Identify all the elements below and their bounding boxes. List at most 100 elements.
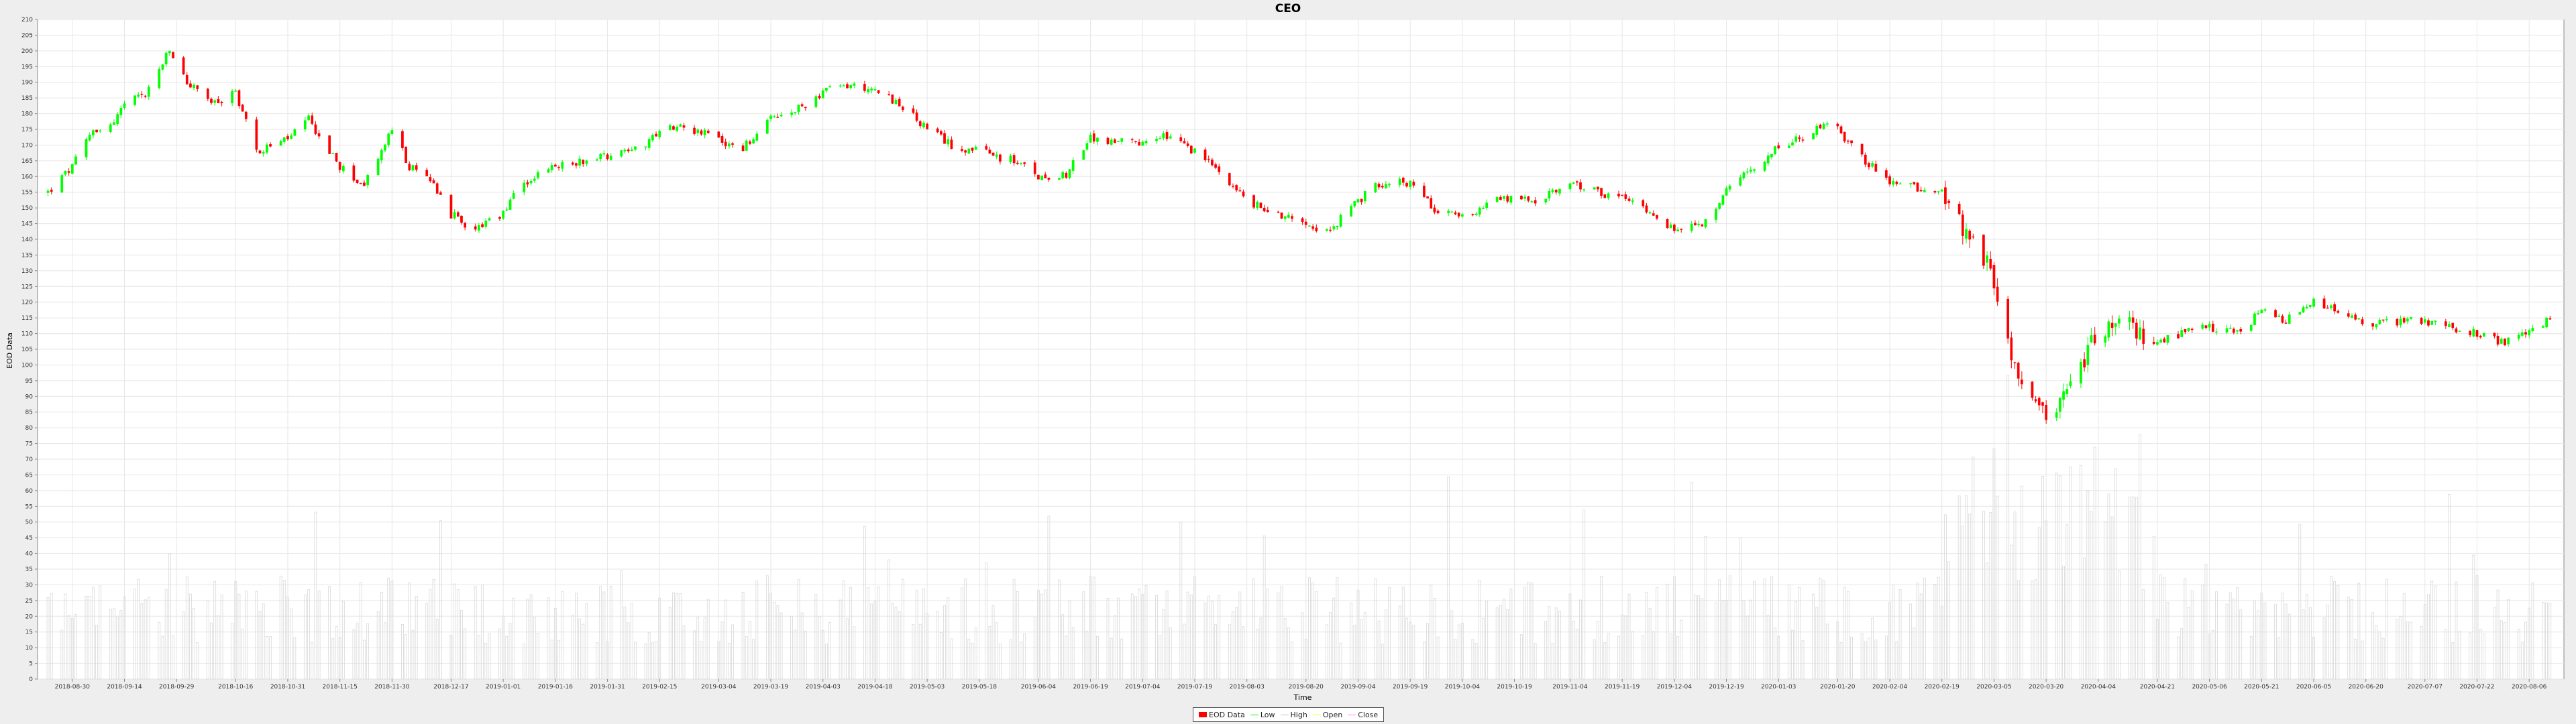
candle-body [213, 100, 217, 103]
volume-bar [1597, 621, 1599, 680]
candle-body [814, 96, 818, 107]
legend-label: Open [1322, 710, 1343, 719]
candle-body [1193, 148, 1196, 153]
volume-bar [2263, 602, 2267, 680]
volume-bar [1203, 602, 1207, 680]
y-tick-label: 175 [21, 127, 33, 133]
candle-body [1009, 156, 1012, 162]
volume-bar [1868, 638, 1870, 680]
volume-bar [1554, 607, 1558, 680]
volume-bar [314, 511, 317, 680]
volume-bar [415, 596, 418, 680]
volume-bar [255, 591, 258, 680]
volume-bar [1339, 642, 1342, 680]
volume-bar [1291, 641, 1293, 680]
candle-body [1673, 225, 1676, 231]
candle-body [2163, 339, 2166, 343]
volume-bar [328, 586, 331, 680]
volume-bar [950, 638, 953, 680]
candle-body [728, 143, 731, 147]
x-tick-label: 2019-04-18 [857, 684, 893, 690]
candle-body [526, 182, 529, 185]
volume-bar [1162, 609, 1165, 680]
volume-bar [161, 636, 164, 680]
candle-body [2284, 322, 2288, 324]
candle-body [1037, 174, 1040, 180]
candle-body [523, 182, 526, 192]
candle-body [2257, 312, 2259, 314]
candle-body [1690, 223, 1693, 231]
candle-body [825, 87, 828, 91]
candle-body [1218, 166, 1221, 172]
candle-body [67, 171, 70, 173]
candle-body [2312, 298, 2315, 307]
candle-body [1065, 172, 1068, 178]
volume-bar [1603, 642, 1607, 680]
volume-bar [2232, 598, 2235, 680]
volume-bar [1189, 594, 1193, 680]
volume-bar [1801, 640, 1805, 680]
candle-body [582, 160, 585, 164]
volume-bar [2434, 585, 2437, 680]
volume-bar [1961, 526, 1964, 680]
candle-body [2208, 324, 2211, 328]
candle-body [314, 124, 317, 134]
candle-body [1329, 229, 1332, 231]
candle-body [1398, 178, 1401, 185]
volume-bar [2308, 607, 2312, 680]
candle-body [2472, 328, 2475, 337]
volume-bar [429, 589, 432, 680]
volume-bar [1509, 589, 1513, 680]
candle-body [1388, 184, 1391, 186]
candle-body [1374, 182, 1377, 192]
y-tick-label: 95 [25, 378, 33, 385]
volume-bar [599, 586, 602, 680]
volume-bar [505, 636, 508, 680]
volume-bar [387, 577, 390, 680]
volume-bar [341, 601, 345, 680]
volume-bar [1652, 631, 1655, 680]
candle-body [498, 217, 501, 219]
volume-bar [2107, 493, 2110, 680]
candle-body [1791, 142, 1794, 146]
candle-body [1597, 186, 1599, 190]
candle-body [606, 154, 609, 160]
volume-bar [867, 587, 869, 680]
candle-body [2434, 320, 2437, 322]
volume-bar [1986, 562, 1988, 680]
volume-bar [1742, 600, 1746, 680]
volume-bar [2385, 579, 2388, 680]
candle-body [1447, 210, 1450, 213]
volume-bar [1787, 585, 1790, 680]
volume-bar [2065, 524, 2069, 680]
volume-bar [2430, 581, 2434, 680]
candle-body [755, 133, 759, 141]
volume-bar [1058, 579, 1061, 680]
candle-body [2236, 330, 2239, 332]
candle-body [703, 129, 706, 135]
candle-body [460, 215, 463, 223]
volume-bar [2361, 640, 2364, 680]
candle-body [1868, 163, 1870, 168]
y-tick-label: 165 [21, 158, 33, 165]
legend-label: High [1290, 710, 1307, 719]
y-tick-label: 180 [21, 111, 33, 118]
volume-bar [1947, 561, 1951, 680]
volume-bar [1544, 621, 1548, 680]
x-tick-label: 2019-10-04 [1445, 684, 1481, 690]
x-tick-label: 2020-05-06 [2192, 684, 2227, 690]
y-tick-label: 105 [21, 347, 33, 353]
candle-body [1461, 214, 1464, 217]
volume-bar [1871, 617, 1874, 680]
volume-bar [1263, 535, 1266, 680]
volume-bar [1405, 617, 1408, 680]
candle-body [794, 112, 797, 113]
candle-body [1214, 164, 1217, 168]
volume-bar [113, 608, 115, 680]
candle-body [2448, 324, 2451, 327]
volume-bar [1815, 607, 1819, 680]
volume-bar [137, 579, 140, 680]
candle-body [1259, 202, 1263, 208]
volume-bar [731, 624, 734, 680]
volume-bar [1495, 607, 1499, 680]
